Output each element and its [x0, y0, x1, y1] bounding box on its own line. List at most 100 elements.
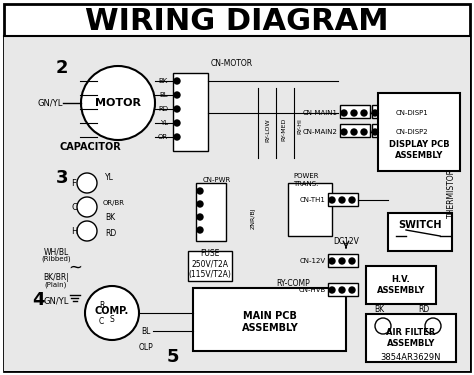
Circle shape [339, 258, 345, 264]
Circle shape [197, 227, 203, 233]
Text: CN-TH1: CN-TH1 [300, 197, 326, 203]
Circle shape [349, 258, 355, 264]
Bar [328, 283, 358, 296]
Circle shape [339, 287, 345, 293]
Circle shape [81, 66, 155, 140]
Circle shape [361, 129, 367, 135]
Circle shape [174, 92, 180, 98]
Text: H: H [71, 226, 77, 236]
Text: RY-LOW: RY-LOW [265, 118, 271, 142]
Text: BK: BK [374, 306, 384, 315]
Circle shape [351, 110, 357, 116]
Bar [173, 73, 208, 151]
Bar [328, 193, 358, 206]
Text: GN/YL: GN/YL [37, 99, 63, 108]
Text: RD: RD [105, 228, 116, 237]
Text: CN-DISP2: CN-DISP2 [396, 129, 428, 135]
Bar [372, 124, 394, 137]
Circle shape [197, 214, 203, 220]
Text: OR: OR [158, 134, 168, 140]
Text: RY-COMP: RY-COMP [276, 279, 310, 288]
Text: CN-12V: CN-12V [300, 258, 326, 264]
Text: OLP: OLP [138, 344, 154, 352]
Text: CAPACITOR: CAPACITOR [59, 142, 121, 152]
Text: BK: BK [105, 213, 115, 222]
Circle shape [329, 197, 335, 203]
Text: MOTOR: MOTOR [95, 98, 141, 108]
Bar [196, 183, 226, 241]
Text: ~: ~ [68, 259, 82, 277]
Bar [366, 266, 436, 304]
Bar [366, 314, 456, 362]
Text: 5: 5 [167, 348, 179, 366]
Circle shape [341, 110, 347, 116]
Text: F: F [72, 178, 76, 188]
Text: BL: BL [141, 327, 151, 336]
Bar [288, 183, 332, 236]
Text: WH/BL: WH/BL [44, 248, 69, 256]
Bar [378, 93, 460, 171]
Circle shape [339, 197, 345, 203]
Text: (Plain): (Plain) [45, 282, 67, 288]
Bar [388, 213, 452, 251]
Text: CN-HVB: CN-HVB [299, 287, 326, 293]
Text: COMP.: COMP. [95, 306, 129, 316]
Text: SWITCH: SWITCH [398, 220, 442, 230]
Circle shape [382, 110, 388, 116]
Bar [4, 36, 470, 371]
Text: 2: 2 [56, 59, 68, 77]
Text: (Ribbed): (Ribbed) [41, 256, 71, 262]
Circle shape [361, 110, 367, 116]
Text: CN-MAIN1: CN-MAIN1 [303, 110, 338, 116]
Text: GN/YL: GN/YL [43, 297, 69, 306]
Text: H.V.
ASSEMBLY: H.V. ASSEMBLY [377, 275, 425, 295]
Circle shape [349, 197, 355, 203]
Text: CN-MOTOR: CN-MOTOR [211, 58, 253, 68]
Circle shape [174, 106, 180, 112]
Circle shape [85, 286, 139, 340]
Text: DC12V: DC12V [333, 237, 359, 246]
Circle shape [341, 129, 347, 135]
Circle shape [197, 188, 203, 194]
Text: FUSE
250V/T2A
(115V/T2A): FUSE 250V/T2A (115V/T2A) [189, 249, 231, 279]
Bar [372, 105, 394, 118]
Circle shape [77, 197, 97, 217]
Text: DISPLAY PCB
ASSEMBLY: DISPLAY PCB ASSEMBLY [389, 140, 449, 160]
Circle shape [329, 258, 335, 264]
Text: THERMISTOR: THERMISTOR [447, 168, 456, 218]
Text: OR/BR: OR/BR [103, 200, 125, 206]
Circle shape [197, 201, 203, 207]
Text: RD: RD [418, 306, 429, 315]
Bar [340, 124, 370, 137]
Text: CN-DISP1: CN-DISP1 [396, 110, 429, 116]
Bar [340, 105, 370, 118]
Text: BK: BK [159, 78, 168, 84]
Circle shape [372, 110, 378, 116]
Circle shape [349, 287, 355, 293]
Circle shape [77, 173, 97, 193]
Text: BL: BL [159, 92, 168, 98]
Text: RY-MED: RY-MED [282, 118, 286, 141]
Circle shape [174, 134, 180, 140]
Bar [193, 288, 346, 351]
Text: BK/BR|: BK/BR| [43, 273, 69, 282]
Text: YL: YL [105, 174, 114, 183]
Circle shape [375, 318, 391, 334]
Circle shape [351, 129, 357, 135]
Text: ZNR/BJ: ZNR/BJ [250, 207, 255, 229]
Text: RD: RD [158, 106, 168, 112]
Text: AIR FILTER
ASSEMBLY: AIR FILTER ASSEMBLY [386, 328, 436, 348]
Circle shape [174, 120, 180, 126]
Circle shape [174, 78, 180, 84]
Text: YL: YL [160, 120, 168, 126]
Bar [328, 254, 358, 267]
Circle shape [329, 287, 335, 293]
Text: CN-MAIN2: CN-MAIN2 [303, 129, 338, 135]
Text: 4: 4 [32, 291, 44, 309]
Text: R: R [100, 300, 105, 309]
Circle shape [77, 221, 97, 241]
Text: C: C [71, 202, 77, 211]
Text: CN-PWR: CN-PWR [203, 177, 231, 183]
Circle shape [372, 129, 378, 135]
Circle shape [425, 318, 441, 334]
